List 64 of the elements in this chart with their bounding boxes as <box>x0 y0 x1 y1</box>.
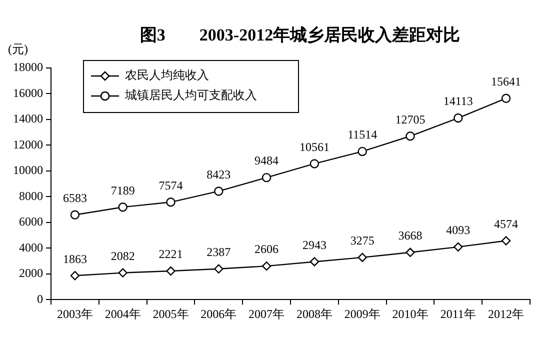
point <box>358 252 367 262</box>
data-label: 3668 <box>398 228 422 243</box>
data-label: 4093 <box>446 223 470 238</box>
point <box>501 94 511 103</box>
point <box>262 261 272 271</box>
point <box>310 159 320 168</box>
data-label: 10561 <box>299 140 330 154</box>
point <box>454 113 463 123</box>
point <box>70 271 80 280</box>
y-tick-label: 2000 <box>19 266 43 280</box>
data-label: 1863 <box>62 252 87 266</box>
point <box>406 132 415 141</box>
legend-label: 城镇居民人均可支配收入 <box>124 88 257 102</box>
data-label: 4574 <box>494 216 518 231</box>
legend-label: 农民人均纯收入 <box>125 68 209 82</box>
point <box>166 266 176 276</box>
chart-title: 图3 2003-2012年城乡居民收入差距对比 <box>140 25 460 44</box>
x-tick-label: 2012年 <box>488 306 524 321</box>
point <box>70 210 80 220</box>
x-tick-label: 2006年 <box>200 306 237 321</box>
data-label: 11514 <box>348 128 378 142</box>
point <box>118 268 128 278</box>
x-tick-label: 2007年 <box>248 306 285 321</box>
x-tick-label: 2011年 <box>440 306 476 321</box>
y-tick-label: 0 <box>37 292 43 306</box>
data-label: 15641 <box>491 74 522 89</box>
data-label: 14113 <box>443 94 473 108</box>
data-label: 3275 <box>350 234 374 248</box>
y-tick-label: 10000 <box>13 163 43 178</box>
point <box>118 202 128 212</box>
data-label: 2221 <box>158 247 183 262</box>
data-label: 12705 <box>395 112 426 126</box>
x-tick-label: 2008年 <box>296 306 332 321</box>
data-label: 2082 <box>110 248 135 263</box>
point <box>454 242 463 252</box>
data-label: 7189 <box>110 183 135 198</box>
y-tick-label: 8000 <box>19 188 43 203</box>
point <box>310 257 320 266</box>
x-tick-label: 2003年 <box>56 306 93 321</box>
point <box>358 146 367 156</box>
y-tick-label: 12000 <box>13 137 43 152</box>
point <box>501 236 511 246</box>
y-tick-label: 4000 <box>19 240 43 254</box>
x-tick-label: 2004年 <box>104 306 141 321</box>
y-tick-label: 16000 <box>13 86 43 100</box>
y-axis-title: (元) <box>8 42 28 56</box>
point <box>406 248 415 258</box>
y-tick-label: 14000 <box>13 112 43 126</box>
point <box>214 264 224 274</box>
data-label: 2943 <box>302 238 326 252</box>
point <box>166 198 176 207</box>
data-label: 2387 <box>206 245 231 260</box>
y-tick-label: 6000 <box>19 214 43 229</box>
data-label: 6583 <box>62 191 87 206</box>
y-tick-label: 18000 <box>13 60 43 74</box>
x-tick-label: 2009年 <box>344 306 380 321</box>
data-label: 7574 <box>158 178 183 192</box>
data-label: 8423 <box>206 167 231 182</box>
x-tick-label: 2010年 <box>392 306 428 321</box>
point <box>214 186 224 196</box>
point <box>262 172 272 182</box>
data-label: 2606 <box>254 242 279 256</box>
x-tick-label: 2005年 <box>152 306 189 321</box>
data-label: 9484 <box>254 154 279 168</box>
